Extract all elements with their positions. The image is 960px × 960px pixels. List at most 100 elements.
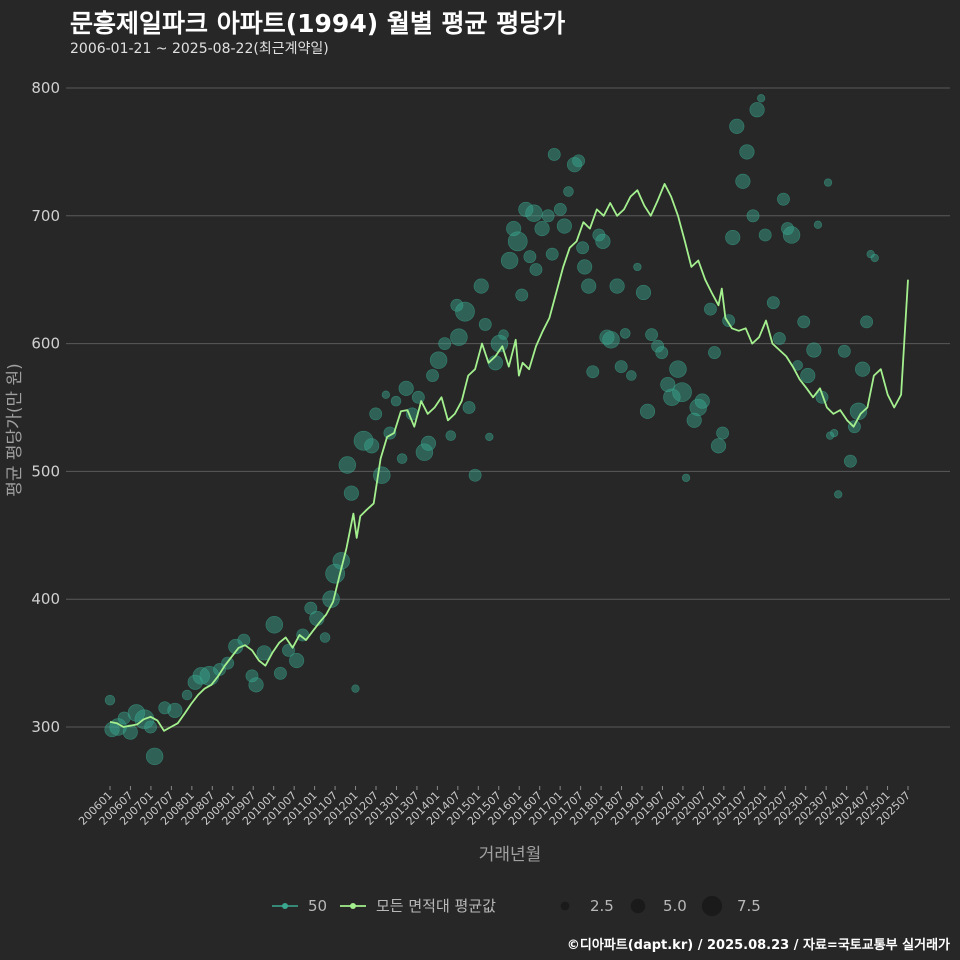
scatter-point <box>592 228 606 242</box>
scatter-point <box>485 432 494 441</box>
scatter-point <box>716 426 729 440</box>
scatter-point <box>127 704 146 722</box>
legend-size-label: 5.0 <box>663 897 687 915</box>
scatter-point <box>626 370 637 381</box>
scatter-point <box>265 616 284 634</box>
scatter-point <box>843 454 857 468</box>
legend-size-label: 7.5 <box>737 897 761 915</box>
scatter-point <box>729 118 745 134</box>
y-tick-label: 800 <box>31 79 60 97</box>
scatter-point <box>462 401 476 414</box>
scatter-point <box>319 632 331 643</box>
scatter-point <box>572 154 585 168</box>
scatter-point <box>478 318 492 331</box>
scatter-point <box>663 388 681 406</box>
scatter-point <box>181 689 193 701</box>
scatter-point <box>694 393 710 409</box>
legend-label-points: 50 <box>308 897 327 915</box>
scatter-point <box>660 376 676 393</box>
scatter-point <box>468 468 482 482</box>
scatter-point <box>739 144 755 160</box>
y-axis-ticks: 300 400 500 600 700 800 <box>31 79 60 736</box>
scatter-point <box>777 192 790 206</box>
scatter-point <box>373 466 391 484</box>
scatter-point <box>145 747 164 766</box>
scatter-point <box>669 360 687 378</box>
chart-subtitle: 2006-01-21 ~ 2025-08-22(최근계약일) <box>70 41 329 57</box>
scatter-point <box>614 360 628 374</box>
scatter-point <box>445 430 457 441</box>
scatter-point <box>525 204 543 222</box>
scatter-point <box>541 209 555 223</box>
scatter-point <box>599 329 615 345</box>
scatter-points <box>104 94 879 766</box>
y-tick-label: 400 <box>31 590 60 608</box>
scatter-point <box>870 253 879 263</box>
scatter-point <box>506 221 522 237</box>
scatter-point <box>581 278 597 294</box>
y-tick-label: 500 <box>31 462 60 480</box>
scatter-point <box>534 221 550 237</box>
scatter-point <box>144 720 157 734</box>
scatter-point <box>429 351 448 369</box>
y-tick-label: 600 <box>31 335 60 353</box>
scatter-point <box>353 430 374 451</box>
scatter-point <box>576 241 590 255</box>
scatter-point <box>725 229 741 246</box>
scatter-point <box>710 438 727 454</box>
scatter-point <box>556 218 572 234</box>
scatter-point <box>830 428 839 438</box>
scatter-point <box>800 367 816 384</box>
scatter-point <box>167 702 183 718</box>
scatter-point <box>398 380 414 396</box>
scatter-point <box>104 694 116 706</box>
scatter-point <box>455 301 475 322</box>
legend-swatch-point <box>282 903 288 909</box>
y-tick-label: 700 <box>31 207 60 225</box>
x-axis-ticks: 2006012006072007012007072008012008072009… <box>76 786 913 828</box>
scatter-point <box>117 711 131 725</box>
scatter-point <box>498 329 509 340</box>
scatter-point <box>396 453 408 464</box>
scatter-point <box>595 233 611 249</box>
scatter-point <box>364 438 380 454</box>
scatter-point <box>438 337 452 350</box>
y-tick-label: 300 <box>31 718 60 736</box>
scatter-point <box>772 332 786 345</box>
scatter-point <box>735 173 751 189</box>
scatter-point <box>381 390 390 399</box>
scatter-point <box>602 331 620 349</box>
scatter-point <box>619 328 631 339</box>
scatter-point <box>586 365 600 379</box>
scatter-point <box>515 288 529 302</box>
scatter-point <box>686 412 702 428</box>
scatter-point <box>518 201 534 217</box>
scatter-point <box>849 402 868 421</box>
scatter-point <box>609 278 625 294</box>
scatter-point <box>351 684 360 693</box>
scatter-point <box>758 228 772 242</box>
scatter-point <box>782 226 801 244</box>
scatter-point <box>651 339 665 353</box>
scatter-point <box>553 203 567 216</box>
scatter-point <box>369 407 383 421</box>
scatter-point <box>450 328 468 346</box>
scatter-point <box>781 222 794 235</box>
scatter-point <box>390 395 402 407</box>
x-axis-label: 거래년월 <box>479 845 542 865</box>
scatter-point <box>420 435 437 451</box>
scatter-point <box>289 652 305 669</box>
scatter-point <box>708 346 721 359</box>
average-line <box>109 183 909 732</box>
scatter-point <box>237 633 251 647</box>
scatter-point <box>639 403 656 419</box>
scatter-point <box>566 157 583 173</box>
scatter-point <box>645 328 659 342</box>
scatter-point <box>523 250 537 264</box>
scatter-point <box>343 485 359 501</box>
chart-title: 문흥제일파크 아파트(1994) 월별 평균 평당가 <box>70 9 566 38</box>
scatter-point <box>749 102 765 118</box>
scatter-point <box>681 473 691 482</box>
scatter-point <box>672 382 692 403</box>
